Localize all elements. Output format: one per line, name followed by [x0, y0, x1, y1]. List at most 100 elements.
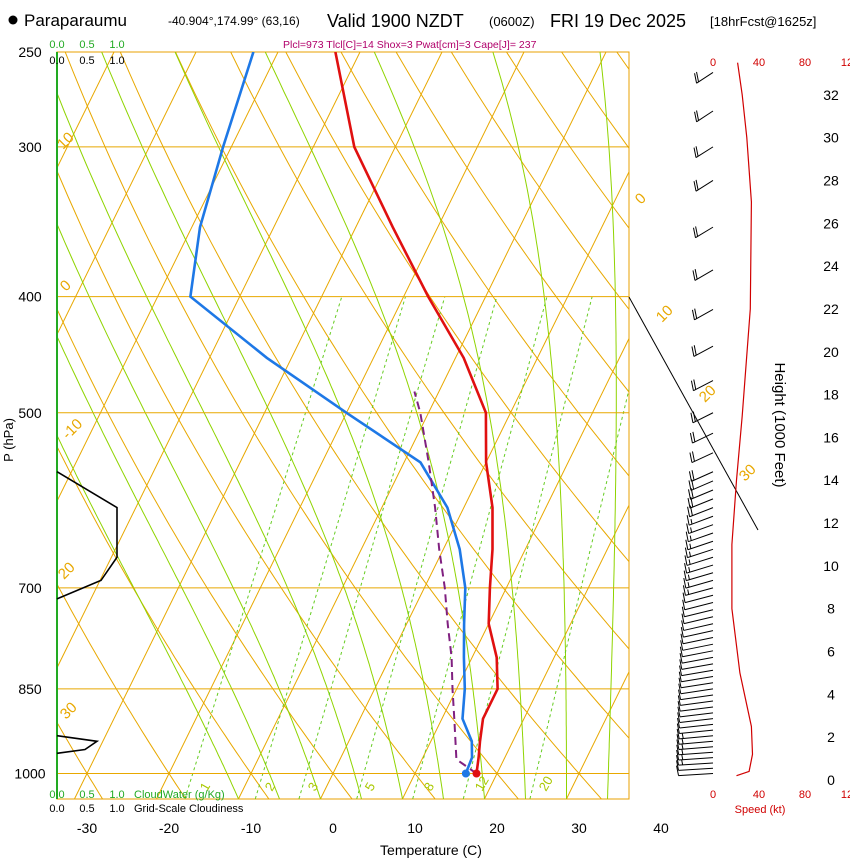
wind-barb	[694, 71, 714, 84]
wind-barb-flag	[677, 717, 681, 729]
wind-barb	[676, 723, 714, 734]
wind-barb-flag	[694, 73, 698, 84]
wind-barb-flag	[680, 633, 684, 644]
wind-barb	[692, 269, 714, 281]
dry-adiabat-line	[119, 52, 602, 799]
dry-adiabat-line	[57, 307, 353, 799]
wind-barb	[687, 505, 714, 518]
wind-barb-staff	[694, 269, 714, 281]
parcel-indices: Plcl=973 Tlcl[C]=14 Shox=3 Pwat[cm]=3 Ca…	[283, 39, 537, 51]
wind-barb	[676, 744, 714, 756]
wind-barb	[676, 728, 714, 740]
plot-frame	[56, 51, 630, 800]
dry-adiabat-label: 30	[57, 699, 81, 723]
wind-barb-flag	[687, 498, 691, 509]
wind-barb-staff	[684, 602, 714, 611]
wind-barb-half-flag	[688, 567, 691, 573]
wind-barb-staff	[690, 489, 714, 500]
wind-barb-flag	[684, 563, 688, 574]
wind-barb-half-flag	[689, 535, 692, 541]
speed-tick-bottom: 40	[753, 789, 765, 801]
dry-adiabat-line	[616, 52, 629, 71]
wind-barb-staff	[684, 594, 714, 604]
speed-tick-bottom: 12	[841, 789, 850, 801]
wind-barb-half-flag	[681, 733, 684, 739]
height-tick-label: 22	[823, 301, 839, 317]
wind-barb	[678, 677, 714, 689]
cloudiness-tick-bottom: 1.0	[109, 803, 124, 815]
wind-barb-flag	[678, 677, 682, 688]
wind-barb-flag	[688, 471, 692, 482]
wind-barb-flag	[696, 110, 700, 121]
wind-barb	[691, 308, 714, 321]
wind-barb-staff	[679, 729, 714, 734]
wind-barb-staff	[682, 636, 714, 645]
wind-barb-flag	[686, 515, 690, 526]
wind-barb-staff	[696, 71, 714, 84]
pressure-tick-label: 500	[18, 405, 42, 421]
wind-barb-flag	[692, 270, 696, 281]
wind-barb-flag	[692, 411, 696, 422]
cloudwater-tick-top: 0.0	[49, 39, 64, 51]
wind-barb-flag	[684, 555, 688, 566]
surface-dewpoint-dot	[461, 769, 470, 778]
pressure-tick-label: 250	[18, 44, 42, 60]
wind-barb-flag	[693, 345, 697, 356]
moist-adiabat-line	[373, 52, 526, 799]
dry-adiabat-line	[672, 52, 850, 799]
wind-barb	[682, 592, 714, 604]
mixing-ratio-label: 5	[362, 780, 379, 794]
dry-adiabat-line	[340, 52, 629, 477]
isotherm-line	[74, 52, 443, 799]
wind-barb	[693, 146, 714, 159]
wind-barb-half-flag	[681, 738, 684, 745]
wind-barb-staff	[680, 706, 714, 712]
wind-barb-flag	[681, 620, 685, 631]
surface-temperature-dot	[472, 769, 481, 778]
temperature-tick-label: 40	[653, 820, 669, 836]
moist-adiabat-line	[264, 52, 485, 799]
dry-adiabat-label: 10	[653, 302, 677, 326]
wind-barb-flag	[694, 111, 698, 122]
cloudwater-label: CloudWater (g/Kg)	[134, 789, 225, 801]
cloudiness-tick-top: 1.0	[109, 55, 124, 67]
wind-barb	[678, 689, 714, 701]
wind-barb-flag	[677, 701, 681, 712]
height-tick-label: 12	[823, 515, 839, 531]
dry-adiabat-label: 20	[55, 559, 79, 583]
wind-barb	[677, 701, 714, 712]
pressure-tick-label: 300	[18, 139, 42, 155]
wind-barb-staff	[689, 507, 714, 518]
wind-barb-staff	[678, 751, 714, 756]
wind-barb	[681, 606, 714, 618]
wind-barb	[690, 411, 714, 424]
wind-barb-staff	[692, 432, 714, 444]
wind-barb	[676, 739, 714, 751]
wind-barb	[676, 755, 714, 766]
wind-barb-flag	[694, 269, 698, 280]
temperature-tick-label: -10	[241, 820, 261, 836]
wind-speed-profile	[731, 62, 754, 777]
station-name: Paraparaumu	[24, 11, 127, 30]
wind-barb-staff	[691, 471, 714, 482]
wind-barb-flag	[680, 640, 684, 651]
wind-barb	[676, 749, 714, 761]
wind-barb-staff	[688, 532, 714, 543]
wind-barb	[679, 665, 714, 677]
wind-barb-flag	[692, 431, 696, 442]
dry-adiabat-line	[561, 52, 629, 149]
x-axis-title: Temperature (C)	[380, 842, 482, 858]
wind-barb-flag	[695, 146, 699, 157]
mixing-ratio-label: 12	[472, 773, 492, 793]
pressure-tick-label: 1000	[14, 766, 45, 782]
dry-adiabat-line	[450, 52, 629, 311]
mixing-ratio-label: 20	[536, 773, 556, 793]
wind-barb-staff	[680, 682, 714, 689]
wind-barb-flag	[683, 577, 687, 589]
wind-barb-staff	[681, 676, 714, 683]
moist-adiabat-line	[57, 91, 362, 799]
wind-barb-staff	[679, 712, 714, 718]
wind-barb-staff	[679, 735, 714, 740]
isotherm-line	[57, 52, 361, 669]
dry-adiabat-line	[57, 721, 103, 799]
